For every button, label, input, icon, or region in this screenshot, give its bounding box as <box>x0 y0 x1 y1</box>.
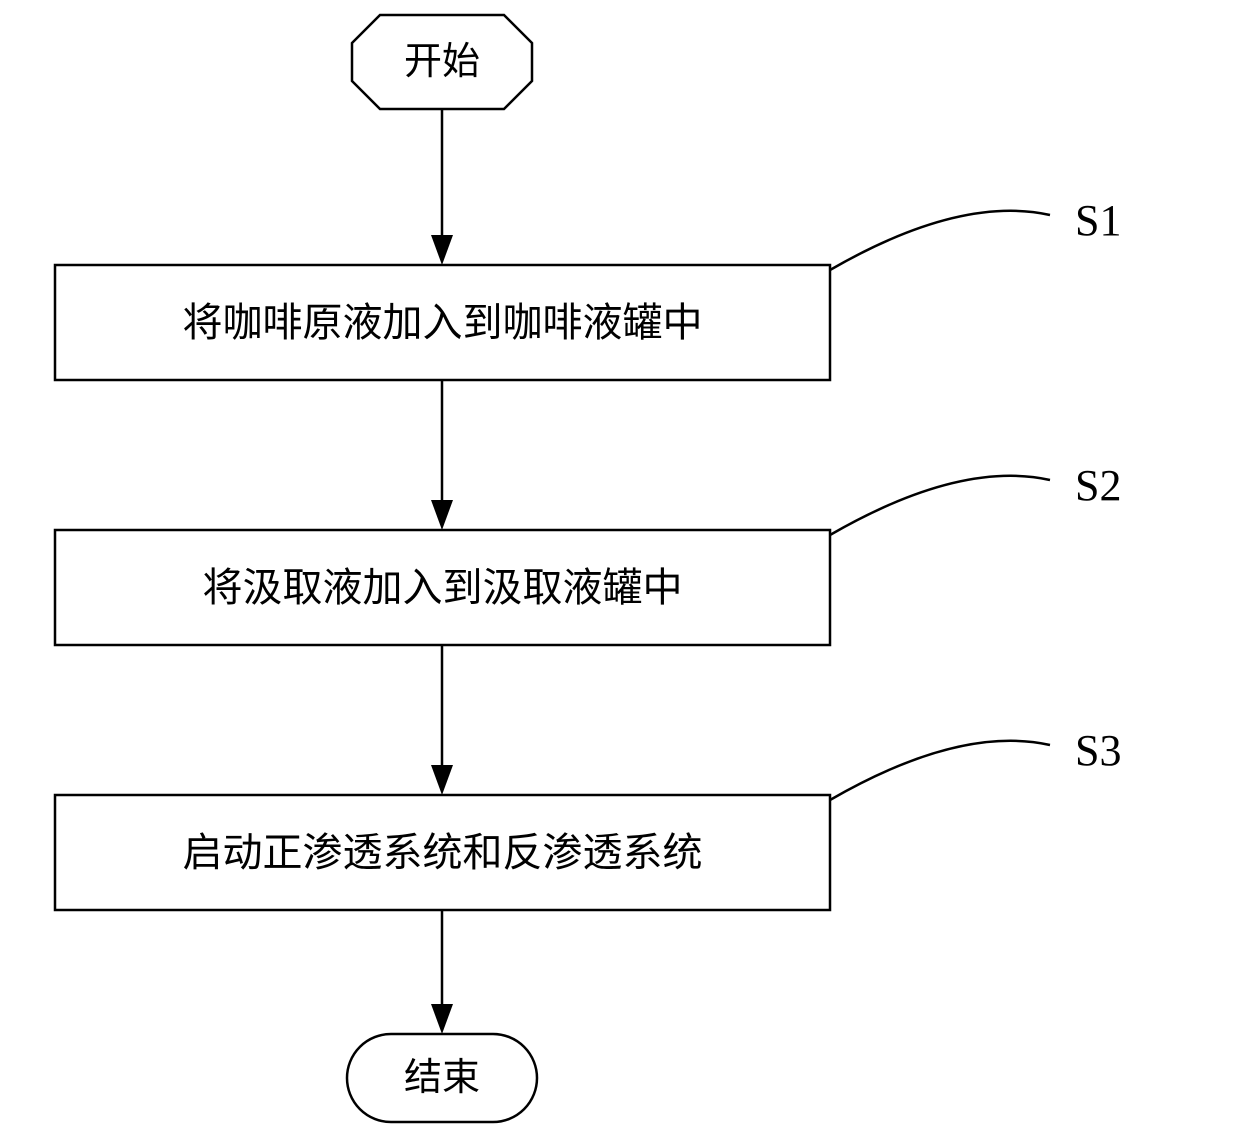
process-step-s1-label: 将咖啡原液加入到咖啡液罐中 <box>183 300 703 345</box>
step-callout-s3: S3 <box>1075 726 1121 775</box>
flow-arrow-head <box>431 765 453 795</box>
step-callout-s1: S1 <box>1075 196 1121 245</box>
process-step-s2-label: 将汲取液加入到汲取液罐中 <box>203 565 683 610</box>
step-callout-s2: S2 <box>1075 461 1121 510</box>
flow-arrow-head <box>431 235 453 265</box>
leader-line-1 <box>830 211 1050 270</box>
flow-arrow-head <box>431 1004 453 1034</box>
process-step-s3-label: 启动正渗透系统和反渗透系统 <box>183 830 703 875</box>
end-label: 结束 <box>404 1057 480 1099</box>
start-label: 开始 <box>404 41 480 83</box>
leader-line-2 <box>830 476 1050 535</box>
flow-arrow-head <box>431 500 453 530</box>
leader-line-3 <box>830 741 1050 800</box>
